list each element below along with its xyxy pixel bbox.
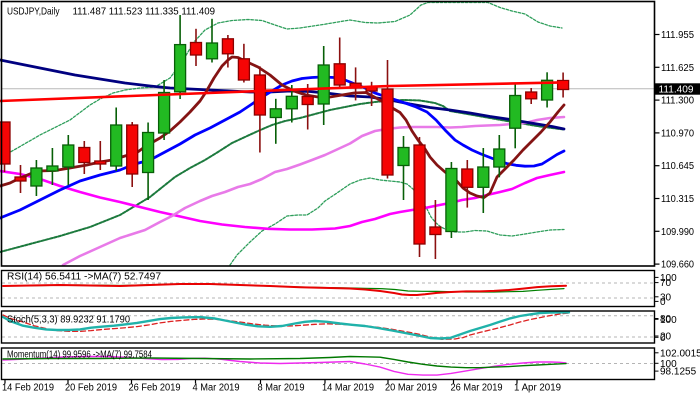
svg-text:100: 100	[660, 315, 677, 326]
svg-text:26 Feb 2019: 26 Feb 2019	[129, 383, 181, 394]
svg-text:111.300: 111.300	[661, 96, 694, 107]
svg-text:8 Mar 2019: 8 Mar 2019	[258, 383, 305, 394]
svg-text:70: 70	[660, 278, 672, 289]
svg-text:110.645: 110.645	[661, 161, 694, 172]
svg-text:110.970: 110.970	[661, 128, 694, 139]
svg-text:109.990: 109.990	[661, 227, 694, 238]
svg-text:30: 30	[660, 292, 672, 303]
svg-text:4 Mar 2019: 4 Mar 2019	[193, 383, 240, 394]
svg-text:20: 20	[660, 332, 672, 343]
svg-text:26 Mar 2019: 26 Mar 2019	[451, 383, 503, 394]
svg-text:109.660: 109.660	[661, 260, 694, 271]
svg-text:111.487 111.523 111.335 111.40: 111.487 111.523 111.335 111.409	[73, 6, 216, 18]
svg-text:98.1255: 98.1255	[660, 367, 697, 378]
svg-text:0: 0	[660, 333, 666, 344]
svg-text:80: 80	[660, 314, 672, 325]
svg-text:111.955: 111.955	[661, 30, 694, 41]
svg-text:110.315: 110.315	[661, 194, 694, 205]
svg-text:RSI(14) 56.5411 ->MA(7) 52.74: RSI(14) 56.5411 ->MA(7) 52.7497	[7, 272, 161, 283]
svg-text:0: 0	[660, 297, 666, 308]
svg-text:102.0015: 102.0015	[660, 348, 700, 359]
svg-text:20 Mar 2019: 20 Mar 2019	[385, 383, 437, 394]
svg-text:Stoch(5,3,3) 89.9232 91.1790: Stoch(5,3,3) 89.9232 91.1790	[7, 315, 130, 326]
svg-text:100: 100	[660, 273, 677, 284]
svg-text:14 Mar 2019: 14 Mar 2019	[322, 383, 374, 394]
svg-text:111.625: 111.625	[661, 63, 694, 74]
svg-text:20 Feb 2019: 20 Feb 2019	[65, 383, 117, 394]
svg-text:1 Apr 2019: 1 Apr 2019	[514, 383, 561, 394]
svg-text:Momentum(14) 99.9596 ->MA(7): Momentum(14) 99.9596 ->MA(7) 99.7584	[7, 350, 152, 361]
svg-text:111.409: 111.409	[659, 85, 694, 96]
svg-text:14 Feb 2019: 14 Feb 2019	[2, 383, 54, 394]
svg-text:100: 100	[660, 359, 677, 370]
svg-text:USDJPY,Daily: USDJPY,Daily	[7, 6, 60, 18]
